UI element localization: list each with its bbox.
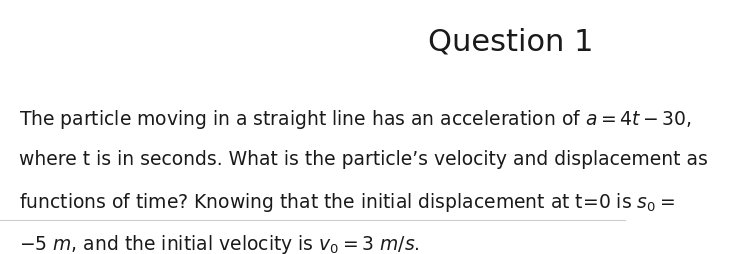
Text: where t is in seconds. What is the particle’s velocity and displacement as: where t is in seconds. What is the parti… bbox=[19, 149, 707, 168]
Text: $-5\ m$, and the initial velocity is $v_0 = 3\ m/s.$: $-5\ m$, and the initial velocity is $v_… bbox=[19, 232, 419, 254]
Text: The particle moving in a straight line has an acceleration of $a = 4t - 30,$: The particle moving in a straight line h… bbox=[19, 108, 692, 131]
Text: Question 1: Question 1 bbox=[428, 27, 594, 56]
Text: functions of time? Knowing that the initial displacement at t=0 is $s_0 =$: functions of time? Knowing that the init… bbox=[19, 190, 675, 214]
